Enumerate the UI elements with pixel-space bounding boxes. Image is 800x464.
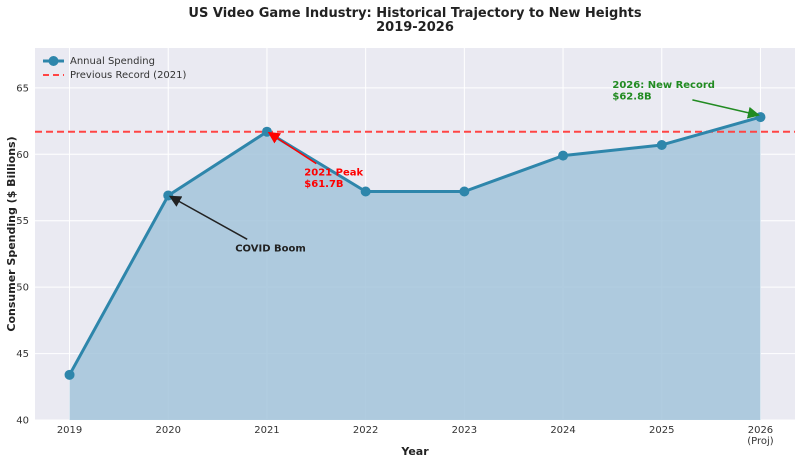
x-axis-label: Year bbox=[400, 445, 429, 458]
annotation-arrow bbox=[267, 131, 317, 165]
legend-marker bbox=[48, 56, 59, 66]
y-tick-label: 65 bbox=[16, 83, 29, 94]
area-fill bbox=[69, 117, 761, 420]
x-tick-label: 2019 bbox=[57, 425, 82, 436]
chart-subtitle: 2019-2026 bbox=[376, 20, 454, 35]
data-point bbox=[558, 150, 569, 161]
x-tick-label: 2025 bbox=[649, 425, 674, 436]
data-point bbox=[656, 139, 667, 150]
legend: Annual Spending Previous Record (2021) bbox=[43, 56, 187, 81]
annotation-text: COVID Boom bbox=[235, 243, 306, 254]
y-tick-label: 40 bbox=[16, 416, 29, 427]
data-point bbox=[261, 126, 272, 137]
y-tick-label: 50 bbox=[16, 283, 29, 294]
x-tick-label: 2022 bbox=[353, 425, 378, 436]
annotation-text: 2026: New Record bbox=[612, 80, 715, 91]
y-axis-label: Consumer Spending ($ Billions) bbox=[5, 136, 18, 331]
data-point bbox=[163, 190, 174, 201]
series-line bbox=[68, 115, 761, 376]
data-point bbox=[755, 112, 766, 123]
annotation-arrow bbox=[692, 99, 760, 119]
y-tick-label: 55 bbox=[16, 216, 29, 227]
annotation-arrow bbox=[168, 195, 248, 240]
x-tick-label: 2020 bbox=[156, 425, 181, 436]
annotation-text: 2021 Peak bbox=[304, 168, 363, 179]
x-tick-label: 2023 bbox=[452, 425, 477, 436]
data-point bbox=[360, 186, 371, 197]
y-tick-label: 45 bbox=[16, 349, 29, 360]
annotation-text: $61.7B bbox=[304, 179, 343, 190]
data-point bbox=[459, 186, 470, 197]
x-tick-label: 2021 bbox=[254, 425, 279, 436]
legend-label-record: Previous Record (2021) bbox=[70, 70, 187, 81]
data-point bbox=[64, 369, 75, 380]
x-tick-label: 2026 bbox=[748, 425, 773, 436]
chart-title: US Video Game Industry: Historical Traje… bbox=[188, 6, 641, 21]
x-tick-label: (Proj) bbox=[747, 436, 774, 447]
legend-label-series: Annual Spending bbox=[70, 56, 155, 67]
y-tick-label: 60 bbox=[16, 150, 29, 161]
x-tick-label: 2024 bbox=[550, 425, 575, 436]
annotation-text: $62.8B bbox=[612, 91, 651, 102]
